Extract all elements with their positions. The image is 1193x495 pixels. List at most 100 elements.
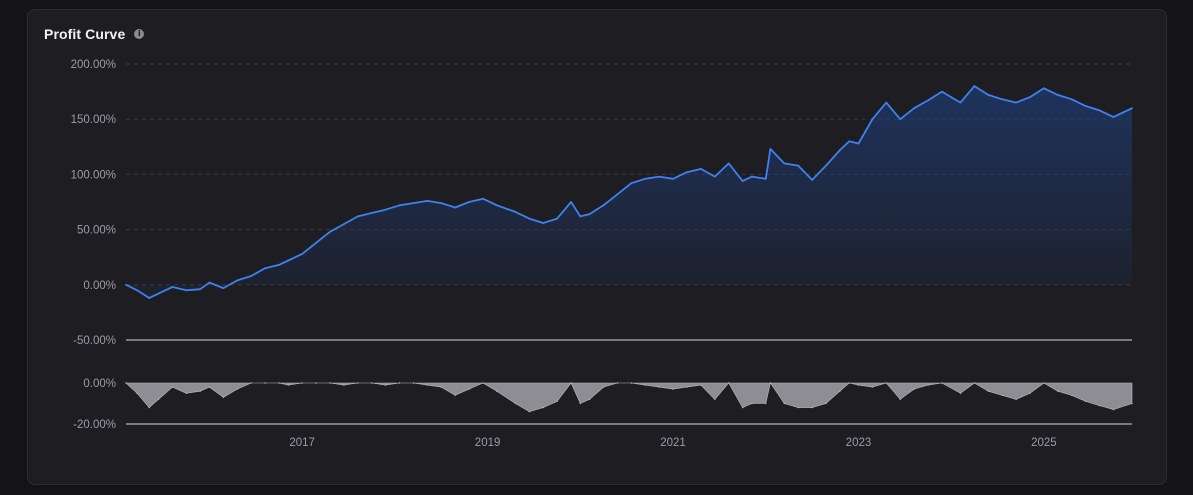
drawdown-point bbox=[278, 382, 280, 384]
drawdown-point bbox=[857, 384, 860, 386]
drawdown-point bbox=[398, 382, 401, 384]
profit-point bbox=[185, 289, 188, 292]
drawdown-point bbox=[871, 386, 874, 388]
profit-point bbox=[686, 171, 688, 174]
drawdown-point bbox=[885, 382, 887, 384]
profit-point bbox=[398, 204, 401, 207]
profit-point bbox=[496, 204, 498, 207]
drawdown-point bbox=[783, 402, 785, 405]
profit-point bbox=[811, 179, 813, 181]
profit-point bbox=[482, 197, 484, 200]
drawdown-point bbox=[751, 402, 753, 405]
drawdown-point bbox=[644, 384, 646, 386]
drawdown-point bbox=[236, 388, 238, 390]
drawdown-point bbox=[185, 392, 187, 394]
drawdown-ytick-label: 0.00% bbox=[83, 378, 116, 390]
profit-point bbox=[148, 297, 151, 299]
drawdown-point bbox=[1071, 394, 1073, 396]
drawdown-point bbox=[343, 384, 345, 386]
drawdown-point bbox=[264, 382, 266, 384]
drawdown-point bbox=[136, 392, 138, 394]
drawdown-point bbox=[468, 388, 470, 390]
drawdown-layer bbox=[125, 382, 1133, 413]
profit-point bbox=[871, 118, 874, 121]
drawdown-point bbox=[973, 382, 976, 384]
profit-point bbox=[468, 201, 470, 203]
drawdown-point bbox=[825, 402, 827, 405]
drawdown-point bbox=[913, 388, 915, 390]
drawdown-point bbox=[250, 382, 252, 384]
drawdown-point bbox=[1131, 402, 1133, 405]
profit-point bbox=[356, 215, 359, 218]
profit-point bbox=[426, 200, 429, 202]
drawdown-point bbox=[482, 382, 484, 384]
profit-point bbox=[199, 288, 202, 291]
profit-point bbox=[1112, 116, 1115, 118]
drawdown-point bbox=[811, 406, 813, 409]
drawdown-point bbox=[528, 411, 530, 413]
grid-layer bbox=[126, 63, 1132, 425]
profit-point bbox=[1098, 109, 1101, 112]
xtick-label: 2025 bbox=[1031, 437, 1057, 449]
drawdown-point bbox=[765, 402, 767, 405]
profit-point bbox=[384, 208, 387, 211]
profit-point bbox=[579, 215, 582, 218]
drawdown-point bbox=[714, 398, 716, 401]
profit-ytick-label: 0.00% bbox=[83, 280, 116, 292]
profit-point bbox=[171, 286, 174, 288]
profit-ytick-label: 150.00% bbox=[71, 114, 116, 126]
profit-ytick-label: 50.00% bbox=[77, 225, 116, 237]
drawdown-point bbox=[542, 406, 544, 409]
profit-ytick-label: 100.00% bbox=[71, 169, 116, 181]
profit-point bbox=[987, 94, 990, 96]
profit-point bbox=[329, 230, 331, 233]
profit-point bbox=[959, 101, 962, 104]
profit-point bbox=[315, 241, 317, 244]
drawdown-point bbox=[899, 398, 901, 401]
profit-point bbox=[412, 202, 415, 205]
drawdown-point bbox=[1029, 392, 1031, 394]
drawdown-point bbox=[728, 382, 730, 384]
drawdown-point bbox=[171, 386, 174, 388]
drawdown-point bbox=[1084, 400, 1087, 403]
profit-point bbox=[236, 279, 239, 282]
profit-point bbox=[250, 275, 253, 277]
profit-point bbox=[630, 182, 633, 185]
profit-point bbox=[125, 283, 127, 286]
profit-point bbox=[528, 217, 531, 220]
drawdown-point bbox=[769, 382, 772, 384]
info-icon[interactable]: i bbox=[134, 29, 145, 39]
profit-point bbox=[941, 90, 943, 93]
profit-point bbox=[602, 204, 605, 207]
profit-point bbox=[278, 264, 280, 266]
profit-point bbox=[973, 85, 976, 87]
drawdown-point bbox=[941, 382, 943, 384]
drawdown-point bbox=[329, 382, 331, 384]
profit-point bbox=[136, 289, 139, 292]
profit-layer bbox=[125, 85, 1133, 299]
drawdown-point bbox=[440, 386, 442, 388]
profit-point bbox=[764, 177, 767, 180]
drawdown-point bbox=[700, 384, 702, 386]
drawdown-point bbox=[686, 386, 688, 388]
chart-title: Profit Curve bbox=[44, 26, 126, 42]
drawdown-point bbox=[741, 406, 744, 409]
profit-point bbox=[440, 202, 443, 205]
drawdown-point bbox=[848, 382, 850, 384]
drawdown-point bbox=[1098, 404, 1101, 407]
profit-point bbox=[1001, 98, 1004, 101]
profit-point bbox=[839, 149, 841, 152]
profit-point bbox=[208, 281, 211, 284]
drawdown-point bbox=[602, 386, 605, 388]
profit-point bbox=[588, 213, 591, 216]
drawdown-point bbox=[454, 394, 456, 396]
profit-point bbox=[301, 253, 304, 255]
drawdown-ytick-label: -20.00% bbox=[73, 419, 116, 431]
profit-point bbox=[769, 148, 772, 150]
profit-point bbox=[848, 140, 851, 143]
profit-point bbox=[899, 118, 902, 121]
xtick-label: 2023 bbox=[846, 437, 872, 449]
profit-point bbox=[1070, 98, 1073, 101]
drawdown-point bbox=[371, 382, 373, 384]
